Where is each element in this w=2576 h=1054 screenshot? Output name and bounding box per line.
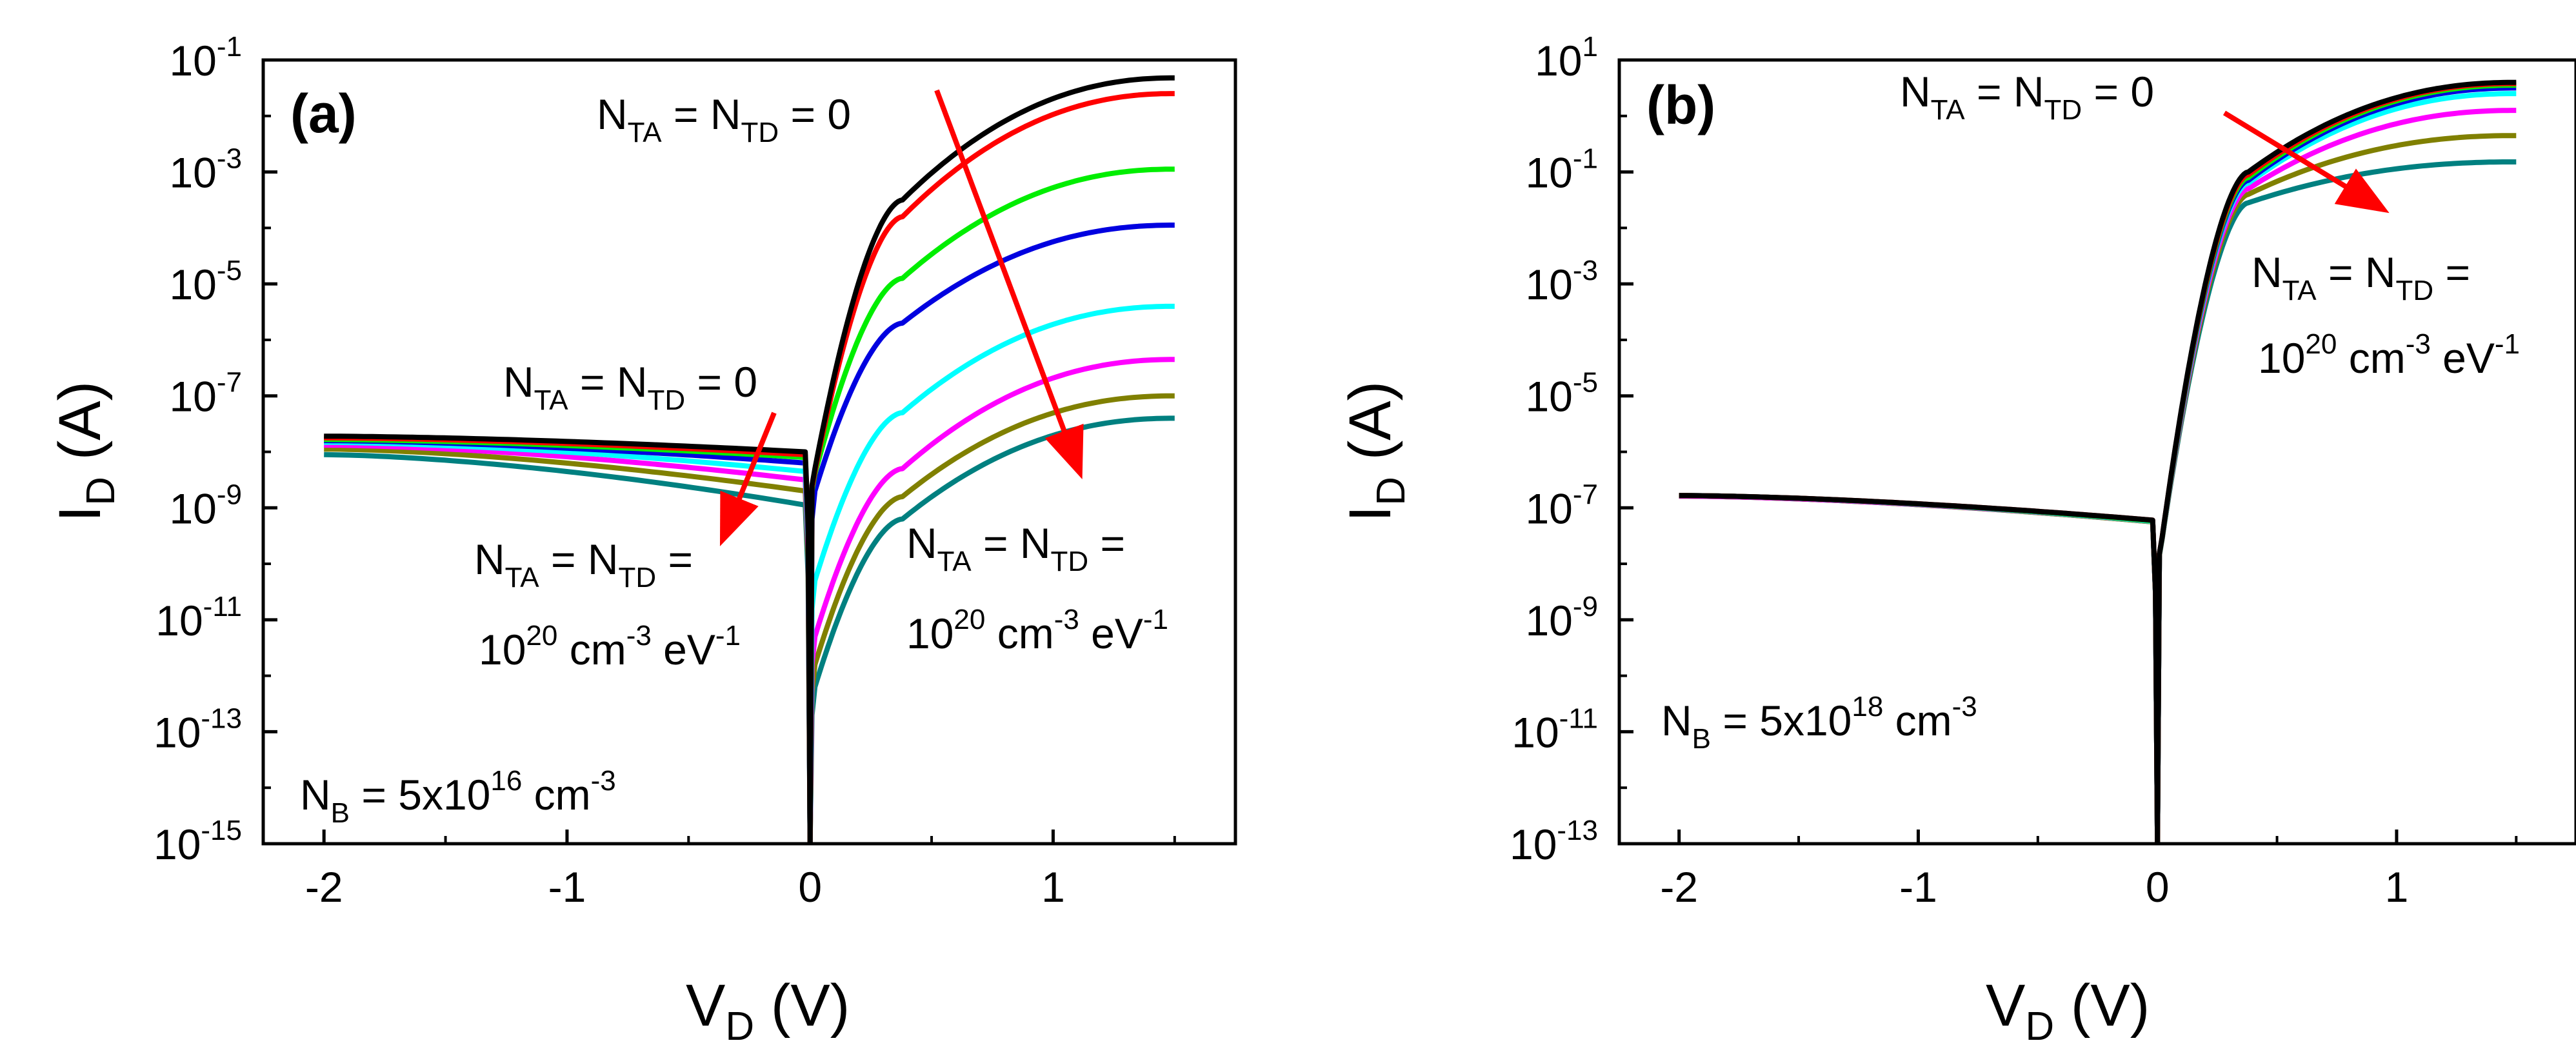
panel-b-x-axis-title: VD (V) <box>1986 973 2150 1049</box>
panel-a-annotation-max-traps-reverse-line1: NTA = NTD = <box>474 535 693 593</box>
panel-a-annotation-max-traps-forward-line1: NTA = NTD = <box>906 519 1125 577</box>
panel-b-y-tick-label: 10-13 <box>1510 815 1598 868</box>
panel-b-label: (b) <box>1646 75 1715 135</box>
panel-b-annotation-doping: NB = 5x1018 cm-3 <box>1661 691 1977 755</box>
panel-b-y-tick-label: 10-5 <box>1525 367 1598 421</box>
panel-a-y-axis-title: ID (A) <box>47 381 123 522</box>
panel-a-series-line-6 <box>324 357 1175 844</box>
panel-b-x-tick-label: 0 <box>2146 863 2170 911</box>
panel-a-arrow-forward <box>934 89 1084 479</box>
panel-a-y-tick-label: 10-5 <box>169 255 242 308</box>
panel-b-y-tick-label: 10-9 <box>1525 591 1598 644</box>
panel-a-annotation-max-traps-reverse-line2: 1020 cm-3 eV-1 <box>479 620 741 673</box>
panel-a-ticks: -2 -1 0 1 10-1 10-3 10-5 10-7 10-9 10-11 10-13 10-1… <box>154 31 1176 911</box>
panel-a-y-tick-label: 10-15 <box>154 815 242 868</box>
panel-b-chart: -2 -1 0 110110-110-310-510-710-910-1110-13 … <box>1337 31 2576 1049</box>
panel-b-y-tick-label: 101 <box>1535 31 1598 85</box>
svg-text:ID (A): ID (A) <box>47 381 123 522</box>
panel-a-annotation-no-traps-reverse: NTA = NTD = 0 <box>503 358 757 416</box>
svg-text:VD (V): VD (V) <box>686 973 850 1049</box>
panel-a-x-tick-label: 1 <box>1041 863 1065 911</box>
panel-b-ticks: -2 -1 0 1 101 10-1 10-3 10-5 10-7 10-9 10-11 10-13 <box>1510 31 2518 911</box>
panel-a-y-tick-label: 10-3 <box>169 143 242 197</box>
panel-a-series-line-7 <box>324 393 1175 844</box>
panel-b-y-tick-label: 10-1 <box>1525 143 1598 197</box>
panel-a-series-line-3 <box>324 166 1175 844</box>
panel-b-annotation-max-traps-forward-line1: NTA = NTD = <box>2252 248 2470 306</box>
panel-b-plot-area <box>1679 79 2517 844</box>
panel-a-y-tick-label: 10-1 <box>169 31 242 85</box>
panel-a-y-tick-label: 10-11 <box>155 591 242 644</box>
panel-a-x-tick-label: 0 <box>798 863 822 911</box>
panel-a-plot-area <box>324 75 1175 844</box>
panel-b-x-tick-label: -2 <box>1660 863 1698 911</box>
panel-b-y-tick-label: 10-3 <box>1525 255 1598 308</box>
panel-b-x-tick-label: -1 <box>1899 863 1937 911</box>
panel-a-x-tick-label: -1 <box>548 863 586 911</box>
panel-a-chart: -2 -1 0 1 10-1 10-3 10-5 10-7 10-9 10-11 10-13 10-1… <box>47 31 1237 1049</box>
panel-a-annotation-doping: NB = 5x1016 cm-3 <box>300 765 616 829</box>
panel-a-label: (a) <box>290 83 357 144</box>
svg-text:ID (A): ID (A) <box>1337 381 1413 522</box>
panel-a-y-tick-label: 10-13 <box>154 702 242 756</box>
panel-a-annotation-no-traps-forward: NTA = NTD = 0 <box>597 90 851 148</box>
panel-a-x-axis-title: VD (V) <box>686 973 850 1049</box>
panel-b-annotation-max-traps-forward-line2: 1020 cm-3 eV-1 <box>2258 328 2520 382</box>
panel-a-y-tick-label: 10-7 <box>169 367 242 421</box>
panel-b-y-tick-label: 10-11 <box>1512 702 1598 756</box>
panel-a-y-tick-label: 10-9 <box>169 479 242 532</box>
panel-b-series-line-1 <box>1679 79 2517 844</box>
panel-b-x-tick-label: 1 <box>2385 863 2409 911</box>
panel-b-arrow-forward <box>2222 110 2390 214</box>
panel-b-annotation-no-traps-forward: NTA = NTD = 0 <box>1900 68 2154 126</box>
svg-text:VD (V): VD (V) <box>1986 973 2150 1049</box>
panel-b-y-axis-title: ID (A) <box>1337 381 1413 522</box>
panel-a-x-tick-label: -2 <box>305 863 343 911</box>
panel-a-arrow-reverse <box>719 412 777 546</box>
panel-a-annotation-max-traps-forward-line2: 1020 cm-3 eV-1 <box>906 604 1168 657</box>
panel-a-series-line-1 <box>324 75 1175 844</box>
panel-a-series-line-5 <box>324 303 1175 844</box>
panel-b-y-tick-label: 10-7 <box>1525 479 1598 532</box>
